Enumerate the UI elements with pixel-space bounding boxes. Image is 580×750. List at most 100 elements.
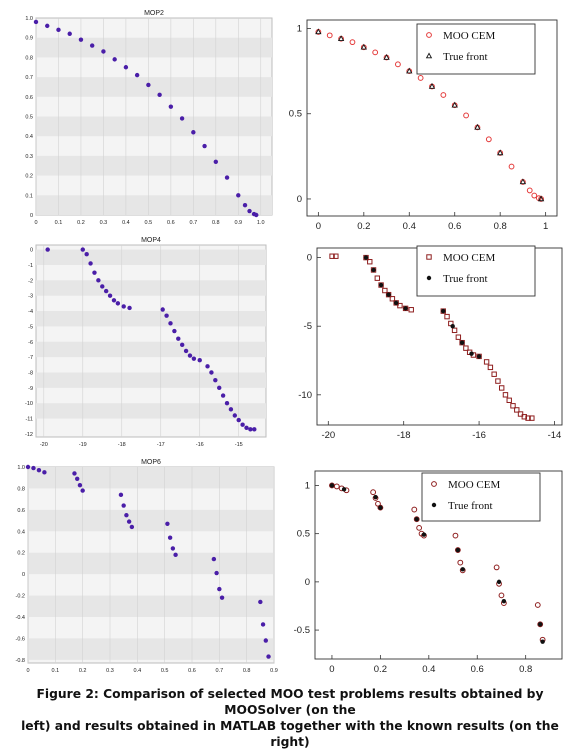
chart-4-series-2-point (441, 308, 446, 314)
chart-1-series-1-point (179, 116, 185, 121)
chart-4-series-1-point (483, 359, 490, 365)
chart-5-series-1-point (165, 521, 170, 526)
chart-5-y-tick-label: -0.8 (16, 658, 25, 664)
chart-3-grid-band (36, 403, 266, 419)
chart-1-series-1-point (33, 19, 39, 25)
figure-caption-line-2: left) and results obtained in MATLAB tog… (21, 719, 559, 749)
mop2-matlab-chart: 0 0.2 0.4 0.6 0.8 1 0 0.5 1 MOO CEM True front (289, 19, 558, 232)
chart-5-series-1-point (36, 468, 42, 473)
chart-6-series-2-point (460, 567, 465, 572)
chart-4-series-1-point (389, 296, 396, 302)
chart-1-y-tick-label: 0.8 (25, 55, 33, 61)
chart-3-series-1-point (179, 342, 185, 348)
chart-4-series-2 (363, 255, 482, 359)
chart-5-series-1-point (121, 503, 126, 508)
chart-5-series-1-point (217, 586, 222, 592)
chart-1-series-1-point (254, 212, 259, 218)
chart-5-x-tick-label: 0.2 (79, 668, 87, 674)
chart-2-x-tick-label: 0.4 (403, 221, 416, 232)
chart-6-series-1 (329, 482, 546, 643)
mop2-solver-chart: 0 0.1 0.2 0.3 0.4 0.5 0.6 0.7 0.8 0.9 1.0 0 0.1 0.2 0.… (25, 10, 273, 226)
chart-3-series-1-point (168, 321, 173, 326)
chart-2-series-1-point (395, 61, 401, 68)
chart-4-series-1-point (329, 253, 335, 259)
chart-4-x-tick-label: -18 (397, 430, 411, 441)
chart-2-legend-label-2: True front (443, 51, 488, 63)
chart-2-y-tick-label: 1 (297, 24, 302, 35)
chart-1-series-1-point (224, 175, 230, 180)
chart-6-series-2-point (341, 487, 347, 492)
chart-6-x-tick-label: 0.2 (374, 664, 387, 675)
chart-4-series-1-point (510, 403, 516, 409)
chart-1-series-1-point (146, 82, 151, 88)
chart-3-series-1-point (103, 288, 109, 294)
chart-3-x-tick-label: -16 (196, 442, 204, 448)
chart-1-series-1-point (45, 23, 50, 29)
chart-6-series-1-point (333, 483, 340, 490)
chart-3-x-tick-label: -17 (157, 442, 165, 448)
chart-1-y-tick-label: 0.4 (25, 134, 33, 140)
chart-4-series-1-point (498, 385, 505, 391)
chart-5-series-1-point (80, 488, 85, 493)
chart-2-legend-marker-1 (426, 32, 432, 38)
chart-3-y-tick-label: -7 (28, 355, 33, 361)
chart-5-series-1-point (167, 535, 173, 540)
chart-5-x-tick-label: 0.3 (106, 668, 114, 674)
chart-5-series-1-point (77, 483, 83, 488)
chart-3-series-1-point (224, 401, 230, 406)
chart-3-series-1-point (183, 348, 189, 354)
chart-5-x-tick-label: 0.4 (134, 668, 142, 674)
chart-6-series-2-point (455, 547, 461, 553)
chart-2-legend-marker-2 (425, 52, 433, 59)
chart-4-series-1-point (514, 407, 520, 413)
chart-1-series-1-point (191, 130, 196, 135)
chart-3-series-1-point (244, 425, 249, 430)
chart-1-x-tick-label: 1.0 (257, 220, 265, 226)
chart-3-x-tick-label: -18 (118, 442, 126, 448)
chart-3-y-tick-label: -9 (28, 386, 33, 392)
chart-4-series-1-point (525, 415, 531, 421)
chart-5-series-1-point (118, 492, 124, 498)
chart-1-series-1-point (123, 65, 129, 70)
chart-1-y-tick-label: 0.6 (25, 95, 33, 101)
chart-5-x-tick-label: 0.7 (216, 668, 224, 674)
chart-3-series-1-point (88, 261, 93, 266)
chart-3-series-1-point (240, 422, 245, 427)
chart-3-series-1-point (217, 385, 222, 391)
chart-2-series-2-point (406, 67, 413, 74)
figure-caption-line-1: Figure 2: Comparison of selected MOO tes… (36, 687, 544, 717)
chart-1-series-1-point (213, 159, 219, 165)
chart-5-series-1-point (260, 622, 266, 627)
chart-2-series-2-point (537, 195, 545, 202)
chart-3-series-1-point (92, 270, 97, 275)
chart-4-series-1-point (491, 371, 497, 377)
chart-6-series-1-point (498, 592, 505, 599)
chart-1-series-1-point (242, 202, 248, 208)
chart-3-series-1-point (172, 328, 177, 334)
chart-1-y-tick-label: 0.7 (25, 75, 33, 81)
chart-5-series-1 (25, 464, 271, 659)
chart-1-series-1-point (112, 57, 117, 62)
chart-5-grid-band (28, 467, 274, 489)
chart-5-grid-band (28, 552, 274, 575)
chart-1-series-1-point (101, 49, 106, 54)
mop4-matlab-chart: -20 -18 -16 -14 0 -5 -10 MOO CEM True front (298, 245, 563, 441)
chart-6-series-1-point (416, 524, 423, 531)
chart-4-series-1-point (367, 259, 373, 265)
chart-5-series-1-point (129, 524, 135, 530)
chart-6-series-1-point (370, 489, 377, 496)
chart-1-x-tick-label: 0.7 (190, 220, 198, 226)
mop6-matlab-panel: 0 0.2 0.4 0.6 0.8 1 0.5 0 -0.5 MOO CEM True front (287, 463, 572, 681)
chart-2-legend-label-1: MOO CEM (443, 30, 495, 42)
chart-3-series-1-point (45, 247, 50, 252)
chart-2-series-1-point (440, 92, 447, 98)
chart-4-series-1-point (495, 378, 501, 384)
chart-3-series-1-point (228, 407, 234, 412)
chart-1-series-1-point (67, 31, 72, 36)
chart-5-series-1-point (170, 546, 176, 551)
chart-5-x-tick-label: 0.8 (243, 668, 251, 674)
chart-2-series-1-point (526, 187, 533, 194)
chart-3-series-1-point (220, 393, 226, 398)
chart-1-y-tick-label: 0.2 (25, 174, 33, 180)
chart-6-series-2-point (501, 598, 507, 604)
